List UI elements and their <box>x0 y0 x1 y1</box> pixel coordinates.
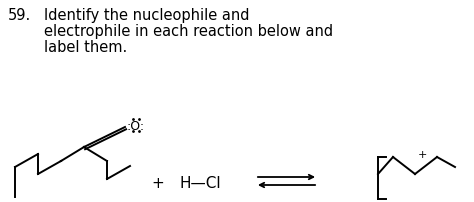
Text: +: + <box>417 149 427 159</box>
Text: 59.: 59. <box>8 8 31 23</box>
Text: :O:: :O: <box>127 120 145 133</box>
Text: label them.: label them. <box>44 40 127 55</box>
Text: Identify the nucleophile and: Identify the nucleophile and <box>44 8 249 23</box>
Text: electrophile in each reaction below and: electrophile in each reaction below and <box>44 24 333 39</box>
Text: H—Cl: H—Cl <box>179 175 221 189</box>
Text: +: + <box>152 175 164 189</box>
